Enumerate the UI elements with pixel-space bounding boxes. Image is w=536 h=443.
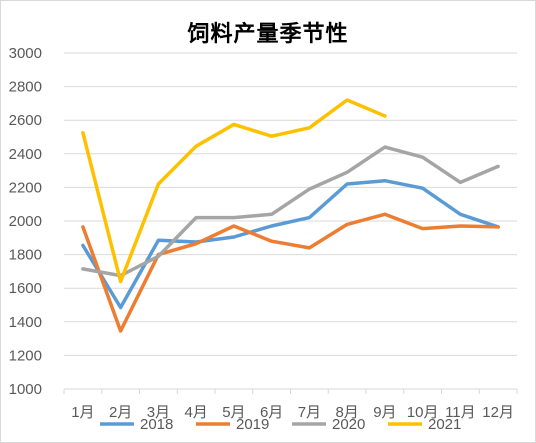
x-tick-label: 12月 xyxy=(482,404,514,421)
y-tick-label: 2200 xyxy=(9,179,42,196)
x-tick-label: 2月 xyxy=(109,404,132,421)
y-tick-label: 2600 xyxy=(9,112,42,129)
x-axis: 1月 2月 3月 4月 5月 6月 7月 8月 9月 10月 11月 12月 xyxy=(63,388,518,421)
series-line-2018 xyxy=(81,178,500,310)
y-tick-label: 2000 xyxy=(9,213,42,230)
y-tick-label: 3000 xyxy=(9,45,42,62)
y-tick-label: 2800 xyxy=(9,79,42,96)
x-tick-label: 4月 xyxy=(184,404,207,421)
x-tick-label: 3月 xyxy=(147,404,170,421)
x-tick-label: 8月 xyxy=(335,404,358,421)
x-tick-label: 9月 xyxy=(373,404,396,421)
y-axis: 1000 1200 1400 1600 1800 2000 2200 2400 2600 2800… xyxy=(9,45,42,398)
y-tick-label: 1200 xyxy=(9,347,42,364)
legend: 2018 2019 2020 2021 xyxy=(100,416,461,433)
chart-title: 饲料产量季节性 xyxy=(187,22,349,47)
series-line-2019 xyxy=(81,212,500,333)
series-lines xyxy=(81,98,500,333)
y-tick-label: 2400 xyxy=(9,146,42,163)
legend-label-2020: 2020 xyxy=(332,416,365,433)
series-line-2021 xyxy=(81,98,387,284)
y-tick-label: 1000 xyxy=(9,381,42,398)
x-tick-label: 6月 xyxy=(260,404,283,421)
series-line-2020 xyxy=(81,145,500,278)
x-tick-label: 10月 xyxy=(407,404,439,421)
x-tick-label: 11月 xyxy=(445,404,476,421)
x-tick-label: 7月 xyxy=(298,404,321,421)
legend-label-2021: 2021 xyxy=(428,416,461,433)
y-tick-label: 1800 xyxy=(9,247,42,264)
y-tick-label: 1400 xyxy=(9,314,42,331)
y-tick-label: 1600 xyxy=(9,280,42,297)
x-tick-label: 5月 xyxy=(222,404,245,421)
x-tick-label: 1月 xyxy=(71,404,94,421)
legend-label-2018: 2018 xyxy=(140,416,173,433)
legend-label-2019: 2019 xyxy=(236,416,269,433)
